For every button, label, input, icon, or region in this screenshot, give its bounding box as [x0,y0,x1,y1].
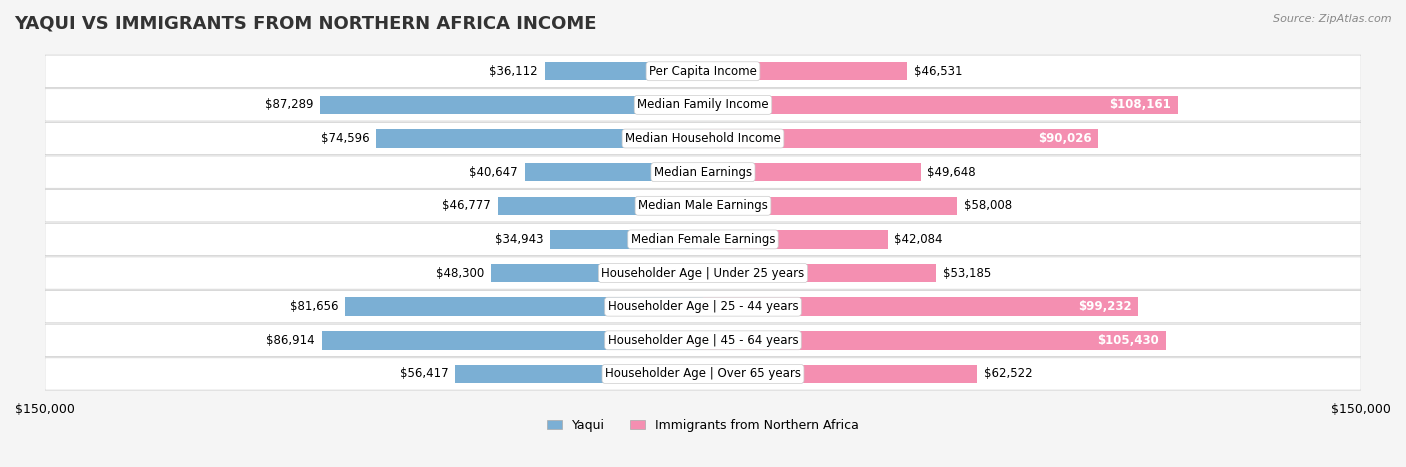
Text: Householder Age | Under 25 years: Householder Age | Under 25 years [602,267,804,280]
FancyBboxPatch shape [45,89,1361,121]
Bar [344,297,703,316]
Text: Median Earnings: Median Earnings [654,166,752,179]
FancyBboxPatch shape [45,358,1361,390]
Text: $81,656: $81,656 [290,300,339,313]
Bar [456,365,703,383]
Bar [703,129,1098,148]
Text: $108,161: $108,161 [1109,99,1171,111]
Text: Source: ZipAtlas.com: Source: ZipAtlas.com [1274,14,1392,24]
FancyBboxPatch shape [45,324,1361,356]
Text: Median Male Earnings: Median Male Earnings [638,199,768,212]
Text: Householder Age | 45 - 64 years: Householder Age | 45 - 64 years [607,334,799,347]
Text: $90,026: $90,026 [1038,132,1091,145]
Bar [322,331,703,350]
Bar [703,230,887,248]
Text: $42,084: $42,084 [894,233,942,246]
Text: $56,417: $56,417 [401,368,449,381]
Text: $87,289: $87,289 [264,99,314,111]
FancyBboxPatch shape [45,257,1361,289]
FancyBboxPatch shape [45,290,1361,323]
FancyBboxPatch shape [45,190,1361,222]
Text: Median Family Income: Median Family Income [637,99,769,111]
Text: Per Capita Income: Per Capita Income [650,65,756,78]
Text: $53,185: $53,185 [943,267,991,280]
Bar [550,230,703,248]
Text: Median Household Income: Median Household Income [626,132,780,145]
Bar [703,163,921,181]
Text: YAQUI VS IMMIGRANTS FROM NORTHERN AFRICA INCOME: YAQUI VS IMMIGRANTS FROM NORTHERN AFRICA… [14,14,596,32]
Bar [703,331,1166,350]
FancyBboxPatch shape [45,122,1361,155]
Bar [491,264,703,282]
Bar [703,197,957,215]
Legend: Yaqui, Immigrants from Northern Africa: Yaqui, Immigrants from Northern Africa [543,414,863,437]
Text: $46,777: $46,777 [443,199,491,212]
Text: $58,008: $58,008 [965,199,1012,212]
Text: $74,596: $74,596 [321,132,370,145]
Bar [375,129,703,148]
Text: $86,914: $86,914 [267,334,315,347]
Text: $105,430: $105,430 [1097,334,1159,347]
Text: Median Female Earnings: Median Female Earnings [631,233,775,246]
Bar [703,62,907,80]
Text: $62,522: $62,522 [984,368,1032,381]
Text: Householder Age | Over 65 years: Householder Age | Over 65 years [605,368,801,381]
Text: $34,943: $34,943 [495,233,543,246]
Bar [703,365,977,383]
FancyBboxPatch shape [45,156,1361,188]
Bar [703,264,936,282]
Bar [321,96,703,114]
Bar [524,163,703,181]
FancyBboxPatch shape [45,55,1361,87]
Text: $49,648: $49,648 [928,166,976,179]
Text: $40,647: $40,647 [470,166,517,179]
Bar [703,297,1139,316]
Text: $99,232: $99,232 [1078,300,1132,313]
Text: $36,112: $36,112 [489,65,538,78]
Bar [703,96,1177,114]
Text: Householder Age | 25 - 44 years: Householder Age | 25 - 44 years [607,300,799,313]
Bar [544,62,703,80]
Text: $48,300: $48,300 [436,267,485,280]
Bar [498,197,703,215]
FancyBboxPatch shape [45,223,1361,255]
Text: $46,531: $46,531 [914,65,962,78]
